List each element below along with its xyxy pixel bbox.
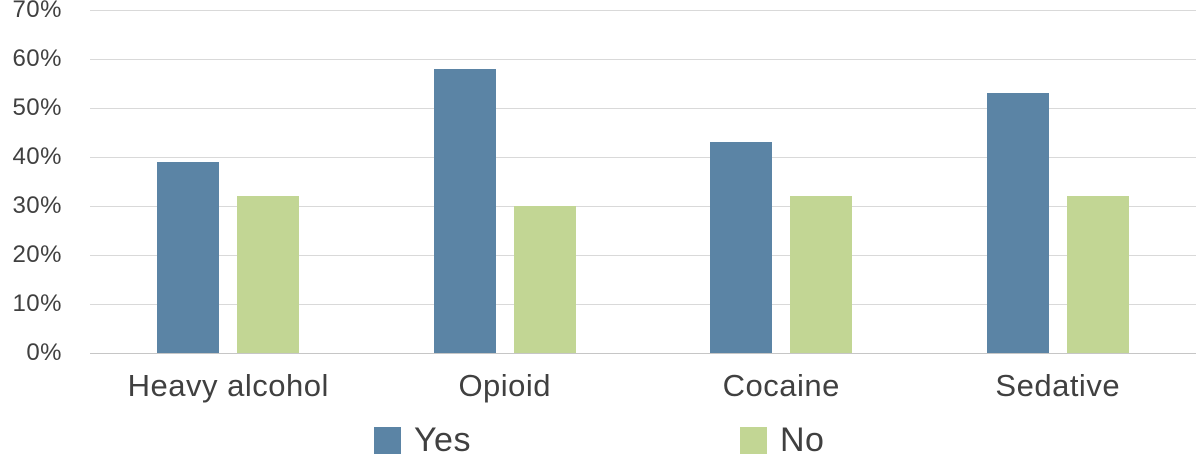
gridline-30 xyxy=(90,206,1196,207)
gridline-60 xyxy=(90,59,1196,60)
y-tick-label-40: 40% xyxy=(12,143,62,170)
bar-group-opioid xyxy=(433,68,576,353)
legend-item-yes: Yes xyxy=(374,421,471,459)
legend-swatch-yes xyxy=(374,426,401,454)
bar-no-opioid xyxy=(513,206,576,353)
bar-group-cocaine xyxy=(710,142,853,353)
y-tick-label-20: 20% xyxy=(12,241,62,268)
gridline-40 xyxy=(90,157,1196,158)
gridline-10 xyxy=(90,304,1196,305)
x-axis-label-cocaine: Cocaine xyxy=(722,368,840,403)
y-tick-label-10: 10% xyxy=(12,290,62,317)
bar-group-sedative xyxy=(986,93,1129,353)
y-tick-label-60: 60% xyxy=(12,45,62,72)
y-tick-label-70: 70% xyxy=(12,0,62,23)
bar-no-heavy-alcohol xyxy=(237,196,300,353)
gridline-20 xyxy=(90,255,1196,256)
gridline-0 xyxy=(90,353,1196,354)
bar-yes-sedative xyxy=(986,93,1049,353)
y-tick-label-50: 50% xyxy=(12,94,62,121)
legend-label-yes: Yes xyxy=(414,421,471,459)
y-tick-label-30: 30% xyxy=(12,192,62,219)
legend-item-no: No xyxy=(740,421,824,459)
x-axis-label-heavy-alcohol: Heavy alcohol xyxy=(127,368,329,403)
x-axis-label-sedative: Sedative xyxy=(995,368,1121,403)
gridline-70 xyxy=(90,10,1196,11)
gridline-50 xyxy=(90,108,1196,109)
legend-swatch-no xyxy=(740,426,767,454)
bar-yes-cocaine xyxy=(710,142,773,353)
x-axis-label-opioid: Opioid xyxy=(458,368,552,403)
bar-group-heavy-alcohol xyxy=(157,161,300,353)
bar-yes-heavy-alcohol xyxy=(157,161,220,353)
bar-no-cocaine xyxy=(790,196,853,353)
bar-no-sedative xyxy=(1066,196,1129,353)
y-tick-label-0: 0% xyxy=(26,339,62,366)
legend-label-no: No xyxy=(780,421,825,459)
bar-yes-opioid xyxy=(433,68,496,353)
plot-area xyxy=(90,10,1196,354)
